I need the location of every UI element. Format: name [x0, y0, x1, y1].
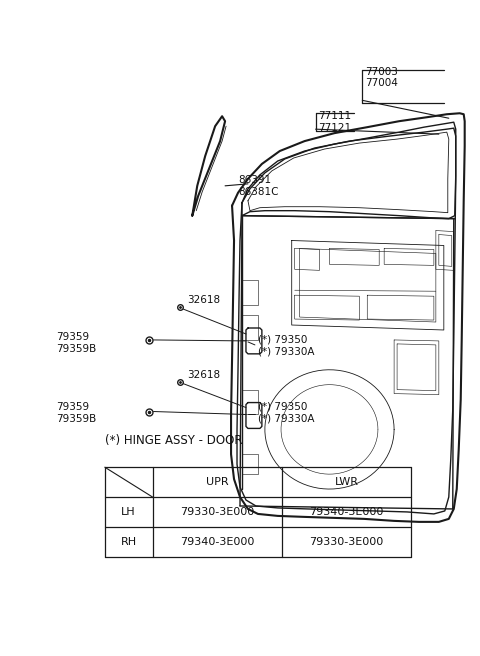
Text: 79359: 79359 — [56, 401, 89, 411]
Text: 79330-3E000: 79330-3E000 — [309, 537, 384, 546]
Text: (*) 79350: (*) 79350 — [258, 401, 307, 411]
Text: 77121: 77121 — [319, 123, 352, 133]
Text: RH: RH — [120, 537, 137, 546]
Text: 86391: 86391 — [238, 175, 271, 185]
Text: 77111: 77111 — [319, 112, 352, 121]
Text: (*) HINGE ASSY - DOOR: (*) HINGE ASSY - DOOR — [105, 434, 242, 447]
Text: 79340-3E000: 79340-3E000 — [309, 507, 384, 517]
Text: 32618: 32618 — [187, 295, 220, 305]
Text: LWR: LWR — [335, 477, 359, 487]
Text: 79359B: 79359B — [56, 413, 96, 424]
Text: 79340-3E000: 79340-3E000 — [180, 537, 254, 546]
Text: 77003: 77003 — [365, 66, 398, 77]
Text: UPR: UPR — [206, 477, 228, 487]
Text: 79359B: 79359B — [56, 344, 96, 354]
Text: (*) 79350: (*) 79350 — [258, 335, 307, 345]
Text: (*) 79330A: (*) 79330A — [258, 347, 314, 357]
Text: 77004: 77004 — [365, 79, 398, 89]
Text: LH: LH — [121, 507, 136, 517]
Text: 79359: 79359 — [56, 332, 89, 342]
Text: (*) 79330A: (*) 79330A — [258, 413, 314, 424]
Text: 32618: 32618 — [187, 370, 220, 380]
Text: 86381C: 86381C — [238, 187, 278, 197]
Text: 79330-3E000: 79330-3E000 — [180, 507, 254, 517]
